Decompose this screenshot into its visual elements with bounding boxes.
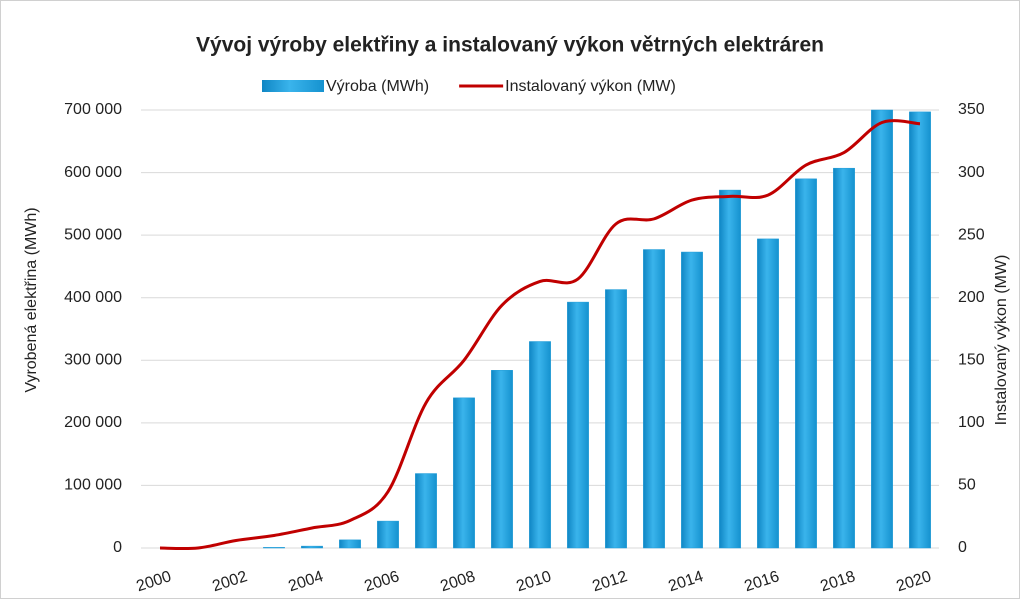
bar bbox=[909, 111, 931, 549]
y-tick-label: 100 000 bbox=[64, 477, 122, 494]
bar bbox=[263, 547, 285, 549]
y2-tick-label: 150 bbox=[958, 352, 985, 369]
legend-label: Výroba (MWh) bbox=[326, 78, 429, 95]
bar bbox=[757, 238, 779, 549]
y2-tick-label: 350 bbox=[958, 101, 985, 118]
bar bbox=[871, 109, 893, 549]
legend-label: Instalovaný výkon (MW) bbox=[505, 78, 676, 95]
bar bbox=[643, 249, 665, 549]
y2-tick-label: 100 bbox=[958, 414, 985, 431]
y-axis-label: Vyrobená elektřina (MWh) bbox=[23, 207, 40, 392]
y-tick-label: 700 000 bbox=[64, 101, 122, 118]
y-tick-label: 0 bbox=[113, 539, 122, 556]
y2-tick-label: 250 bbox=[958, 226, 985, 243]
bar bbox=[377, 520, 399, 549]
y2-tick-label: 0 bbox=[958, 539, 967, 556]
legend-swatch bbox=[262, 80, 324, 92]
bar bbox=[605, 289, 627, 549]
chart-title: Vývoj výroby elektřiny a instalovaný výk… bbox=[196, 34, 824, 57]
bar bbox=[339, 539, 361, 549]
bar bbox=[795, 178, 817, 549]
bar bbox=[529, 341, 551, 549]
line bbox=[159, 119, 921, 551]
y-tick-label: 600 000 bbox=[64, 164, 122, 181]
y2-axis-label: Instalovaný výkon (MW) bbox=[993, 255, 1010, 426]
bar bbox=[301, 545, 323, 549]
y-tick-label: 400 000 bbox=[64, 289, 122, 306]
bar bbox=[453, 397, 475, 549]
y-tick-label: 200 000 bbox=[64, 414, 122, 431]
bar bbox=[567, 301, 589, 549]
bar bbox=[833, 167, 855, 549]
bar bbox=[681, 251, 703, 549]
bar bbox=[491, 370, 513, 549]
bar bbox=[415, 473, 437, 549]
y-tick-label: 300 000 bbox=[64, 352, 122, 369]
y2-tick-label: 200 bbox=[958, 289, 985, 306]
y2-tick-label: 50 bbox=[958, 477, 976, 494]
bar bbox=[719, 189, 741, 549]
y2-tick-label: 300 bbox=[958, 164, 985, 181]
y-tick-label: 500 000 bbox=[64, 226, 122, 243]
